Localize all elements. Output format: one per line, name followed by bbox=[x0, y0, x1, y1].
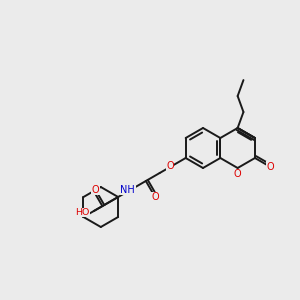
Text: HO: HO bbox=[75, 208, 90, 217]
Text: NH: NH bbox=[120, 185, 135, 195]
Text: O: O bbox=[151, 192, 159, 202]
Text: O: O bbox=[92, 185, 99, 195]
Text: O: O bbox=[266, 162, 274, 172]
Text: O: O bbox=[234, 169, 242, 179]
Text: O: O bbox=[166, 161, 174, 171]
